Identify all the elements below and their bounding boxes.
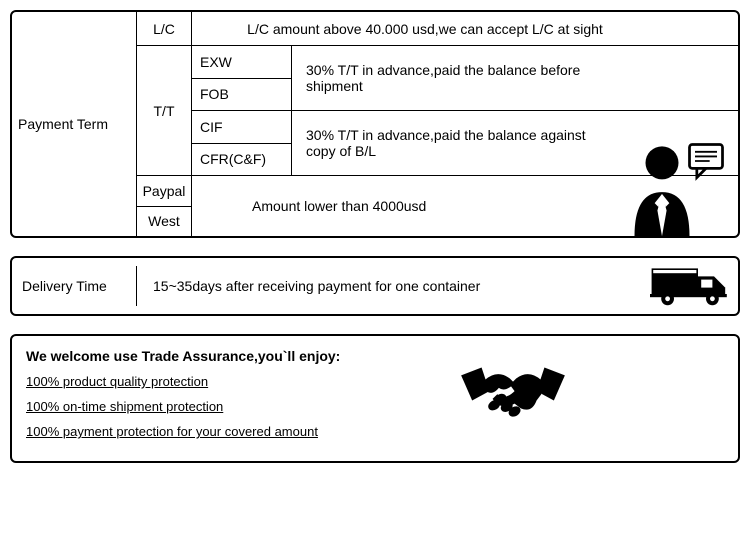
payment-term-table: Payment Term L/C L/C amount above 40.000… xyxy=(12,12,738,236)
tt-cfr: CFR(C&F) xyxy=(192,144,291,176)
delivery-panel: Delivery Time 15~35days after receiving … xyxy=(10,256,740,316)
lc-desc: L/C amount above 40.000 usd,we can accep… xyxy=(192,12,738,45)
trade-assurance-title: We welcome use Trade Assurance,you`ll en… xyxy=(26,348,724,364)
lc-method: L/C xyxy=(137,12,192,45)
delivery-desc: 15~35days after receiving payment for on… xyxy=(137,278,650,294)
tt-group1-terms: EXW FOB xyxy=(192,46,292,110)
trade-line-1: 100% product quality protection xyxy=(26,374,724,389)
businessman-icon xyxy=(618,128,728,238)
payment-term-label: Payment Term xyxy=(12,12,137,236)
low-paypal: Paypal xyxy=(137,176,191,207)
trade-line-2: 100% on-time shipment protection xyxy=(26,399,724,414)
payment-term-rows: L/C L/C amount above 40.000 usd,we can a… xyxy=(137,12,738,236)
trade-assurance-panel: We welcome use Trade Assurance,you`ll en… xyxy=(10,334,740,463)
handshake-icon xyxy=(458,350,568,440)
delivery-label: Delivery Time xyxy=(12,266,137,306)
tt-group2-terms: CIF CFR(C&F) xyxy=(192,111,292,175)
low-methods: Paypal West xyxy=(137,176,192,236)
payment-term-panel: Payment Term L/C L/C amount above 40.000… xyxy=(10,10,740,238)
tt-exw: EXW xyxy=(192,46,291,79)
truck-icon xyxy=(650,263,730,309)
tt-fob: FOB xyxy=(192,79,291,111)
tt-group1-desc: 30% T/T in advance,paid the balance befo… xyxy=(292,46,738,110)
lc-row: L/C L/C amount above 40.000 usd,we can a… xyxy=(137,12,738,46)
low-west: West xyxy=(137,207,191,237)
tt-group1: EXW FOB 30% T/T in advance,paid the bala… xyxy=(192,46,738,111)
tt-cif: CIF xyxy=(192,111,291,144)
tt-method: T/T xyxy=(137,46,192,175)
trade-line-3: 100% payment protection for your covered… xyxy=(26,424,724,439)
